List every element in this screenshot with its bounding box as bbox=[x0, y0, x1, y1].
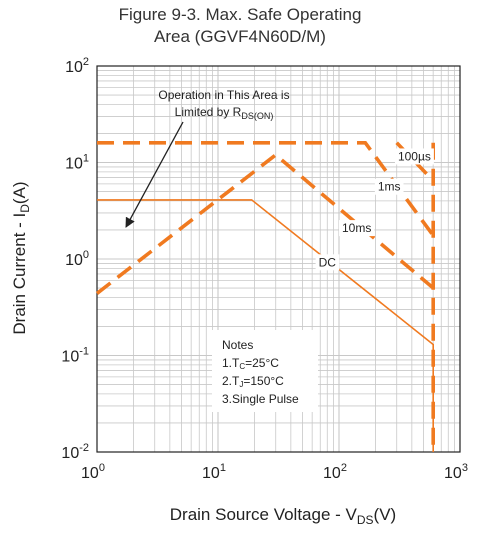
y-axis-label-main: Drain Current - I bbox=[10, 213, 29, 335]
notes-box: Notes 1.TC=25°C 2.TJ=150°C 3.Single Puls… bbox=[212, 330, 318, 412]
series-group: 100µs 1ms 10ms DC bbox=[95, 141, 436, 452]
annotation-subscript: DS(ON) bbox=[241, 111, 273, 121]
series-1ms bbox=[97, 141, 435, 237]
chart-title-line-2: Area (GGVF4N60D/M) bbox=[154, 27, 326, 46]
x-tick-label: 101 bbox=[202, 462, 226, 482]
annotation: Operation in This Area is Limited by RDS… bbox=[125, 88, 290, 228]
y-axis-label: Drain Current - ID(A) bbox=[10, 181, 32, 334]
notes-item-1-sub: C bbox=[239, 362, 245, 371]
series-label-100s: 100µs bbox=[398, 149, 431, 163]
notes-item-2-tail: =150°C bbox=[243, 374, 284, 388]
annotation-line-2: Limited by RDS(ON) bbox=[175, 105, 274, 121]
y-tick-label: 102 bbox=[65, 56, 89, 76]
x-tick-label: 103 bbox=[444, 462, 468, 482]
x-axis-label-main: Drain Source Voltage - V bbox=[170, 505, 358, 524]
x-axis-label-tail: (V) bbox=[374, 505, 397, 524]
annotation-line-2-text: Limited by R bbox=[175, 105, 242, 119]
notes-item-1: 1.TC=25°C bbox=[222, 356, 279, 371]
notes-item-1-prefix: 1.T bbox=[222, 356, 240, 370]
y-tick-label: 100 bbox=[65, 249, 89, 269]
y-axis-label-sub: D bbox=[18, 204, 32, 213]
plot-frame bbox=[96, 65, 461, 453]
y-tick-label: 10-1 bbox=[61, 346, 89, 366]
series-label-dc: DC bbox=[319, 255, 337, 269]
x-tick-label: 100 bbox=[81, 462, 105, 482]
series-dc bbox=[97, 199, 435, 452]
series-label-10ms: 10ms bbox=[342, 221, 371, 235]
series-label-bg bbox=[339, 220, 375, 237]
notes-item-2-sub: J bbox=[239, 380, 243, 389]
y-tick-label: 10-2 bbox=[61, 442, 89, 462]
series-10ms bbox=[95, 152, 436, 452]
annotation-line-1: Operation in This Area is bbox=[158, 88, 289, 102]
y-axis-label-tail: (A) bbox=[10, 181, 29, 204]
y-tick-label: 101 bbox=[65, 153, 89, 173]
notes-title: Notes bbox=[222, 338, 253, 352]
notes-background bbox=[212, 330, 318, 412]
chart-title: Figure 9-3. Max. Safe Operating Area (GG… bbox=[0, 4, 480, 48]
notes-item-2-prefix: 2.T bbox=[222, 374, 240, 388]
notes-item-3: 3.Single Pulse bbox=[222, 392, 299, 406]
annotation-arrow bbox=[125, 121, 184, 228]
chart-title-line-1: Figure 9-3. Max. Safe Operating bbox=[118, 5, 362, 24]
notes-item-1-tail: =25°C bbox=[245, 356, 279, 370]
series-label-bg bbox=[394, 148, 434, 165]
series-label-1ms: 1ms bbox=[378, 180, 401, 194]
x-axis-label-sub: DS bbox=[357, 513, 374, 527]
x-tick-label: 102 bbox=[323, 462, 347, 482]
series-label-bg bbox=[315, 254, 340, 271]
notes-item-2: 2.TJ=150°C bbox=[222, 374, 284, 389]
series-label-bg bbox=[374, 178, 404, 195]
x-axis-label: Drain Source Voltage - VDS(V) bbox=[170, 505, 396, 527]
tick-labels: 100 101 102 103 102 101 100 10-1 10-2 bbox=[61, 56, 468, 482]
